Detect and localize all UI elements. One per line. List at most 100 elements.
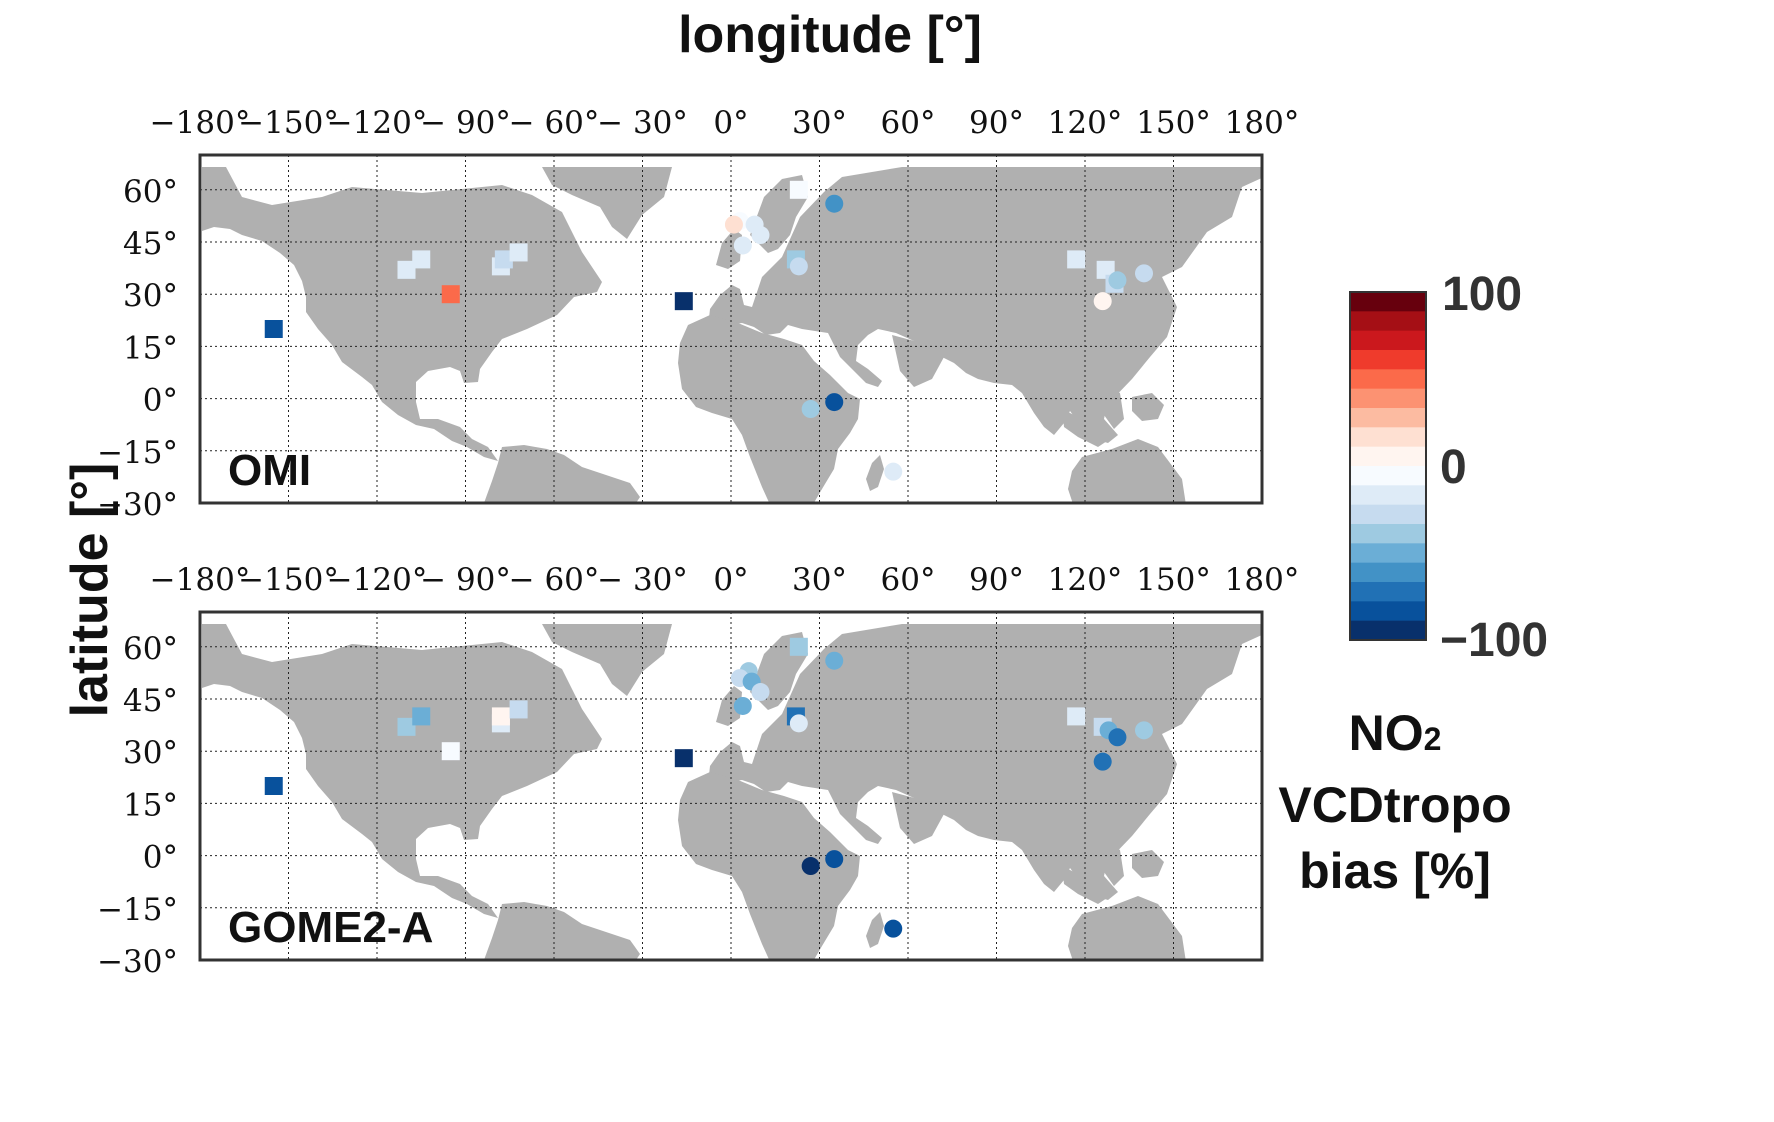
colorbar-swatch bbox=[1350, 601, 1426, 622]
colorbar-max-label: 100 bbox=[1442, 268, 1523, 321]
colorbar-swatch bbox=[1350, 543, 1426, 564]
lat-tick-label: 30° bbox=[123, 278, 178, 314]
site-marker-circle bbox=[825, 850, 844, 869]
panel-frame bbox=[198, 153, 1264, 505]
site-marker-circle bbox=[751, 683, 770, 702]
lon-tick-label: −180° bbox=[150, 562, 251, 598]
site-marker-circle bbox=[1108, 728, 1127, 747]
site-marker-square bbox=[789, 180, 808, 199]
site-marker-square bbox=[1067, 707, 1086, 726]
lon-tick-label: − 30° bbox=[597, 562, 688, 598]
colorbar-title: NO2 VCDtropo bias [%] bbox=[1270, 700, 1520, 904]
site-marker-square bbox=[509, 243, 528, 262]
lon-tick-label: 120° bbox=[1048, 562, 1123, 598]
colorbar-title-line2: VCDtropo bbox=[1278, 777, 1512, 833]
lon-tick-label: −120° bbox=[327, 562, 428, 598]
colorbar-title-line3: bias [%] bbox=[1299, 843, 1491, 899]
lon-tick-label: 90° bbox=[969, 562, 1024, 598]
lon-tick-label: − 60° bbox=[509, 105, 600, 141]
lat-tick-labels: 60° 45° 30° 15° 0° −15° −30° bbox=[97, 631, 178, 980]
site-marker-circle bbox=[825, 651, 844, 670]
site-marker-circle bbox=[801, 400, 820, 419]
lat-tick-label: 15° bbox=[123, 787, 178, 823]
lon-tick-label: − 30° bbox=[597, 105, 688, 141]
lat-tick-label: 60° bbox=[123, 174, 178, 210]
lon-tick-label: 0° bbox=[713, 105, 748, 141]
site-marker-circle bbox=[825, 393, 844, 412]
colorbar-swatch bbox=[1350, 582, 1426, 602]
map-panel-gome2a: GOME2-A −180°−150°−120°− 90°− 60°− 30° 0°… bbox=[97, 562, 1300, 980]
colorbar-swatch bbox=[1350, 466, 1426, 486]
site-marker-square bbox=[509, 700, 528, 719]
site-marker-circle bbox=[1093, 752, 1112, 771]
lat-tick-label: −30° bbox=[97, 487, 178, 523]
site-marker-square bbox=[441, 742, 460, 761]
lon-tick-label: 120° bbox=[1048, 105, 1123, 141]
lon-tick-label: 150° bbox=[1136, 105, 1211, 141]
colorbar-mid-label: 0 bbox=[1440, 441, 1467, 494]
colorbar-swatch bbox=[1350, 562, 1426, 583]
lat-tick-label: −30° bbox=[97, 944, 178, 980]
colorbar-min-label: −100 bbox=[1440, 614, 1549, 667]
lon-tick-label: 30° bbox=[792, 105, 847, 141]
site-marker-square bbox=[789, 637, 808, 656]
colorbar-swatch bbox=[1350, 350, 1426, 370]
site-marker-circle bbox=[1135, 264, 1153, 283]
site-marker-square bbox=[1067, 250, 1086, 269]
site-marker-square bbox=[264, 320, 283, 338]
site-marker-circle bbox=[884, 919, 903, 938]
site-marker-circle bbox=[751, 226, 770, 245]
site-marker-square bbox=[491, 707, 510, 726]
panel-label-omi: OMI bbox=[228, 446, 311, 495]
site-marker-circle bbox=[1135, 721, 1153, 740]
lon-tick-labels: −180°−150°−120°− 90°− 60°− 30° 0° 30° 60° 90… bbox=[150, 562, 1300, 598]
lat-tick-label: 45° bbox=[123, 226, 178, 262]
panel-frame bbox=[198, 610, 1264, 962]
site-marker-square bbox=[264, 777, 283, 795]
lat-tick-label: 0° bbox=[143, 840, 178, 876]
colorbar-swatch bbox=[1350, 524, 1426, 544]
colorbar-swatch bbox=[1350, 408, 1426, 428]
site-marker-square bbox=[397, 717, 416, 736]
lat-tick-label: 15° bbox=[123, 330, 178, 366]
site-marker-square bbox=[412, 707, 431, 726]
lon-tick-label: −180° bbox=[150, 105, 251, 141]
lon-tick-label: 60° bbox=[881, 105, 936, 141]
site-marker-square bbox=[441, 285, 460, 304]
lon-tick-label: 180° bbox=[1225, 562, 1300, 598]
site-marker-circle bbox=[1093, 292, 1112, 311]
colorbar-swatch bbox=[1350, 330, 1426, 351]
grid-lines bbox=[200, 612, 1262, 960]
site-marker-circle bbox=[789, 257, 808, 276]
lon-tick-labels: −180°−150°−120°− 90°− 60°− 30° 0° 30° 60° 90… bbox=[150, 105, 1300, 141]
colorbar-title-line1: NO2 bbox=[1348, 705, 1442, 761]
grid-lines bbox=[200, 155, 1262, 503]
map-panel-omi: OMI −180°−150°−120°− 90°− 60°− 30° 0° 30° 6… bbox=[97, 105, 1300, 523]
lat-tick-label: −15° bbox=[97, 892, 178, 928]
lon-tick-label: 150° bbox=[1136, 562, 1211, 598]
colorbar-swatch bbox=[1350, 292, 1426, 312]
lon-tick-label: − 60° bbox=[509, 562, 600, 598]
site-marker-circle bbox=[884, 462, 903, 481]
lat-tick-label: −15° bbox=[97, 435, 178, 471]
site-marker-square bbox=[674, 749, 693, 768]
colorbar-swatch bbox=[1350, 485, 1426, 506]
lat-tick-label: 45° bbox=[123, 683, 178, 719]
colorbar-swatch bbox=[1350, 620, 1426, 641]
site-marker-square bbox=[674, 292, 693, 311]
site-marker-circle bbox=[733, 236, 752, 255]
x-axis-title: longitude [°] bbox=[678, 6, 982, 64]
colorbar-swatch bbox=[1350, 388, 1426, 409]
colorbar-swatch bbox=[1350, 369, 1426, 390]
lon-tick-label: −120° bbox=[327, 105, 428, 141]
colorbar bbox=[1349, 291, 1427, 641]
site-marker-circle bbox=[724, 215, 743, 234]
lon-tick-label: 90° bbox=[969, 105, 1024, 141]
colorbar-swatch bbox=[1350, 446, 1426, 467]
marker-layer bbox=[264, 637, 1153, 938]
lon-tick-label: − 90° bbox=[420, 105, 511, 141]
lat-tick-labels: 60° 45° 30° 15° 0° −15° −30° bbox=[97, 174, 178, 523]
site-marker-square bbox=[397, 260, 416, 279]
lon-tick-label: −150° bbox=[238, 105, 339, 141]
lon-tick-label: 180° bbox=[1225, 105, 1300, 141]
